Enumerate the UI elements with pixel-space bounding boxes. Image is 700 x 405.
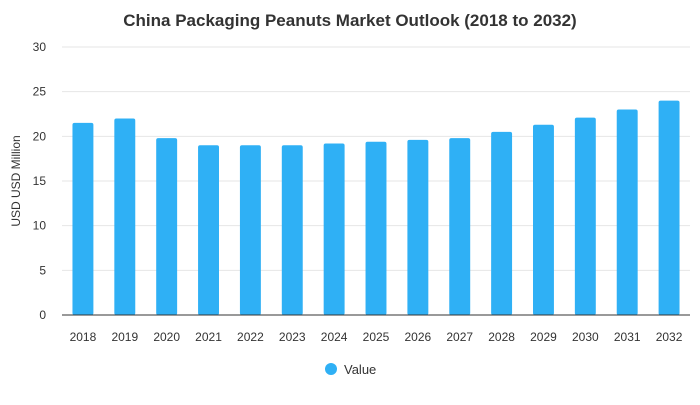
bar-2022[interactable] xyxy=(239,145,261,315)
x-tick-label: 2023 xyxy=(279,330,306,344)
y-tick-label: 20 xyxy=(33,129,47,143)
x-tick-label: 2020 xyxy=(153,330,180,344)
bar-2030[interactable] xyxy=(574,117,596,315)
bar-2024[interactable] xyxy=(323,143,345,315)
chart-title: China Packaging Peanuts Market Outlook (… xyxy=(123,11,576,30)
bar-2031[interactable] xyxy=(616,109,638,316)
x-tick-label: 2026 xyxy=(405,330,432,344)
bar-2019[interactable] xyxy=(114,118,136,315)
x-tick-label: 2018 xyxy=(70,330,97,344)
bar-2025[interactable] xyxy=(365,141,387,315)
x-tick-label: 2025 xyxy=(363,330,390,344)
bar-2026[interactable] xyxy=(407,139,429,315)
bar-2029[interactable] xyxy=(533,124,554,315)
x-tick-label: 2024 xyxy=(321,330,348,344)
bar-2020[interactable] xyxy=(156,138,178,315)
x-axis-ticks: 2018 2019 2020 2021 2022 2023 2024 2025 2026 2027… xyxy=(70,330,683,344)
legend[interactable]: Value xyxy=(325,362,376,377)
legend-label: Value xyxy=(344,362,376,377)
bar-2018[interactable] xyxy=(72,122,94,315)
bar-2023[interactable] xyxy=(281,145,303,315)
y-tick-label: 15 xyxy=(33,174,47,188)
y-tick-label: 10 xyxy=(33,219,47,233)
x-tick-label: 2021 xyxy=(195,330,222,344)
x-tick-label: 2031 xyxy=(614,330,641,344)
y-tick-label: 5 xyxy=(39,263,46,277)
x-tick-label: 2022 xyxy=(237,330,264,344)
bar-2028[interactable] xyxy=(491,131,513,315)
bar-2032[interactable] xyxy=(658,100,680,315)
bars xyxy=(72,100,680,316)
legend-swatch xyxy=(325,363,337,375)
x-tick-label: 2019 xyxy=(111,330,138,344)
y-axis-ticks: 0 5 10 15 20 25 30 xyxy=(33,40,47,322)
y-tick-label: 30 xyxy=(33,40,47,54)
bar-2027[interactable] xyxy=(449,138,471,315)
x-tick-label: 2029 xyxy=(530,330,557,344)
x-tick-label: 2032 xyxy=(656,330,683,344)
x-tick-label: 2028 xyxy=(488,330,515,344)
y-tick-label: 25 xyxy=(33,85,47,99)
y-axis-label: USD USD Million xyxy=(9,135,23,226)
x-tick-label: 2027 xyxy=(446,330,473,344)
bar-2021[interactable] xyxy=(198,145,219,315)
x-tick-label: 2030 xyxy=(572,330,599,344)
y-tick-label: 0 xyxy=(39,308,46,322)
